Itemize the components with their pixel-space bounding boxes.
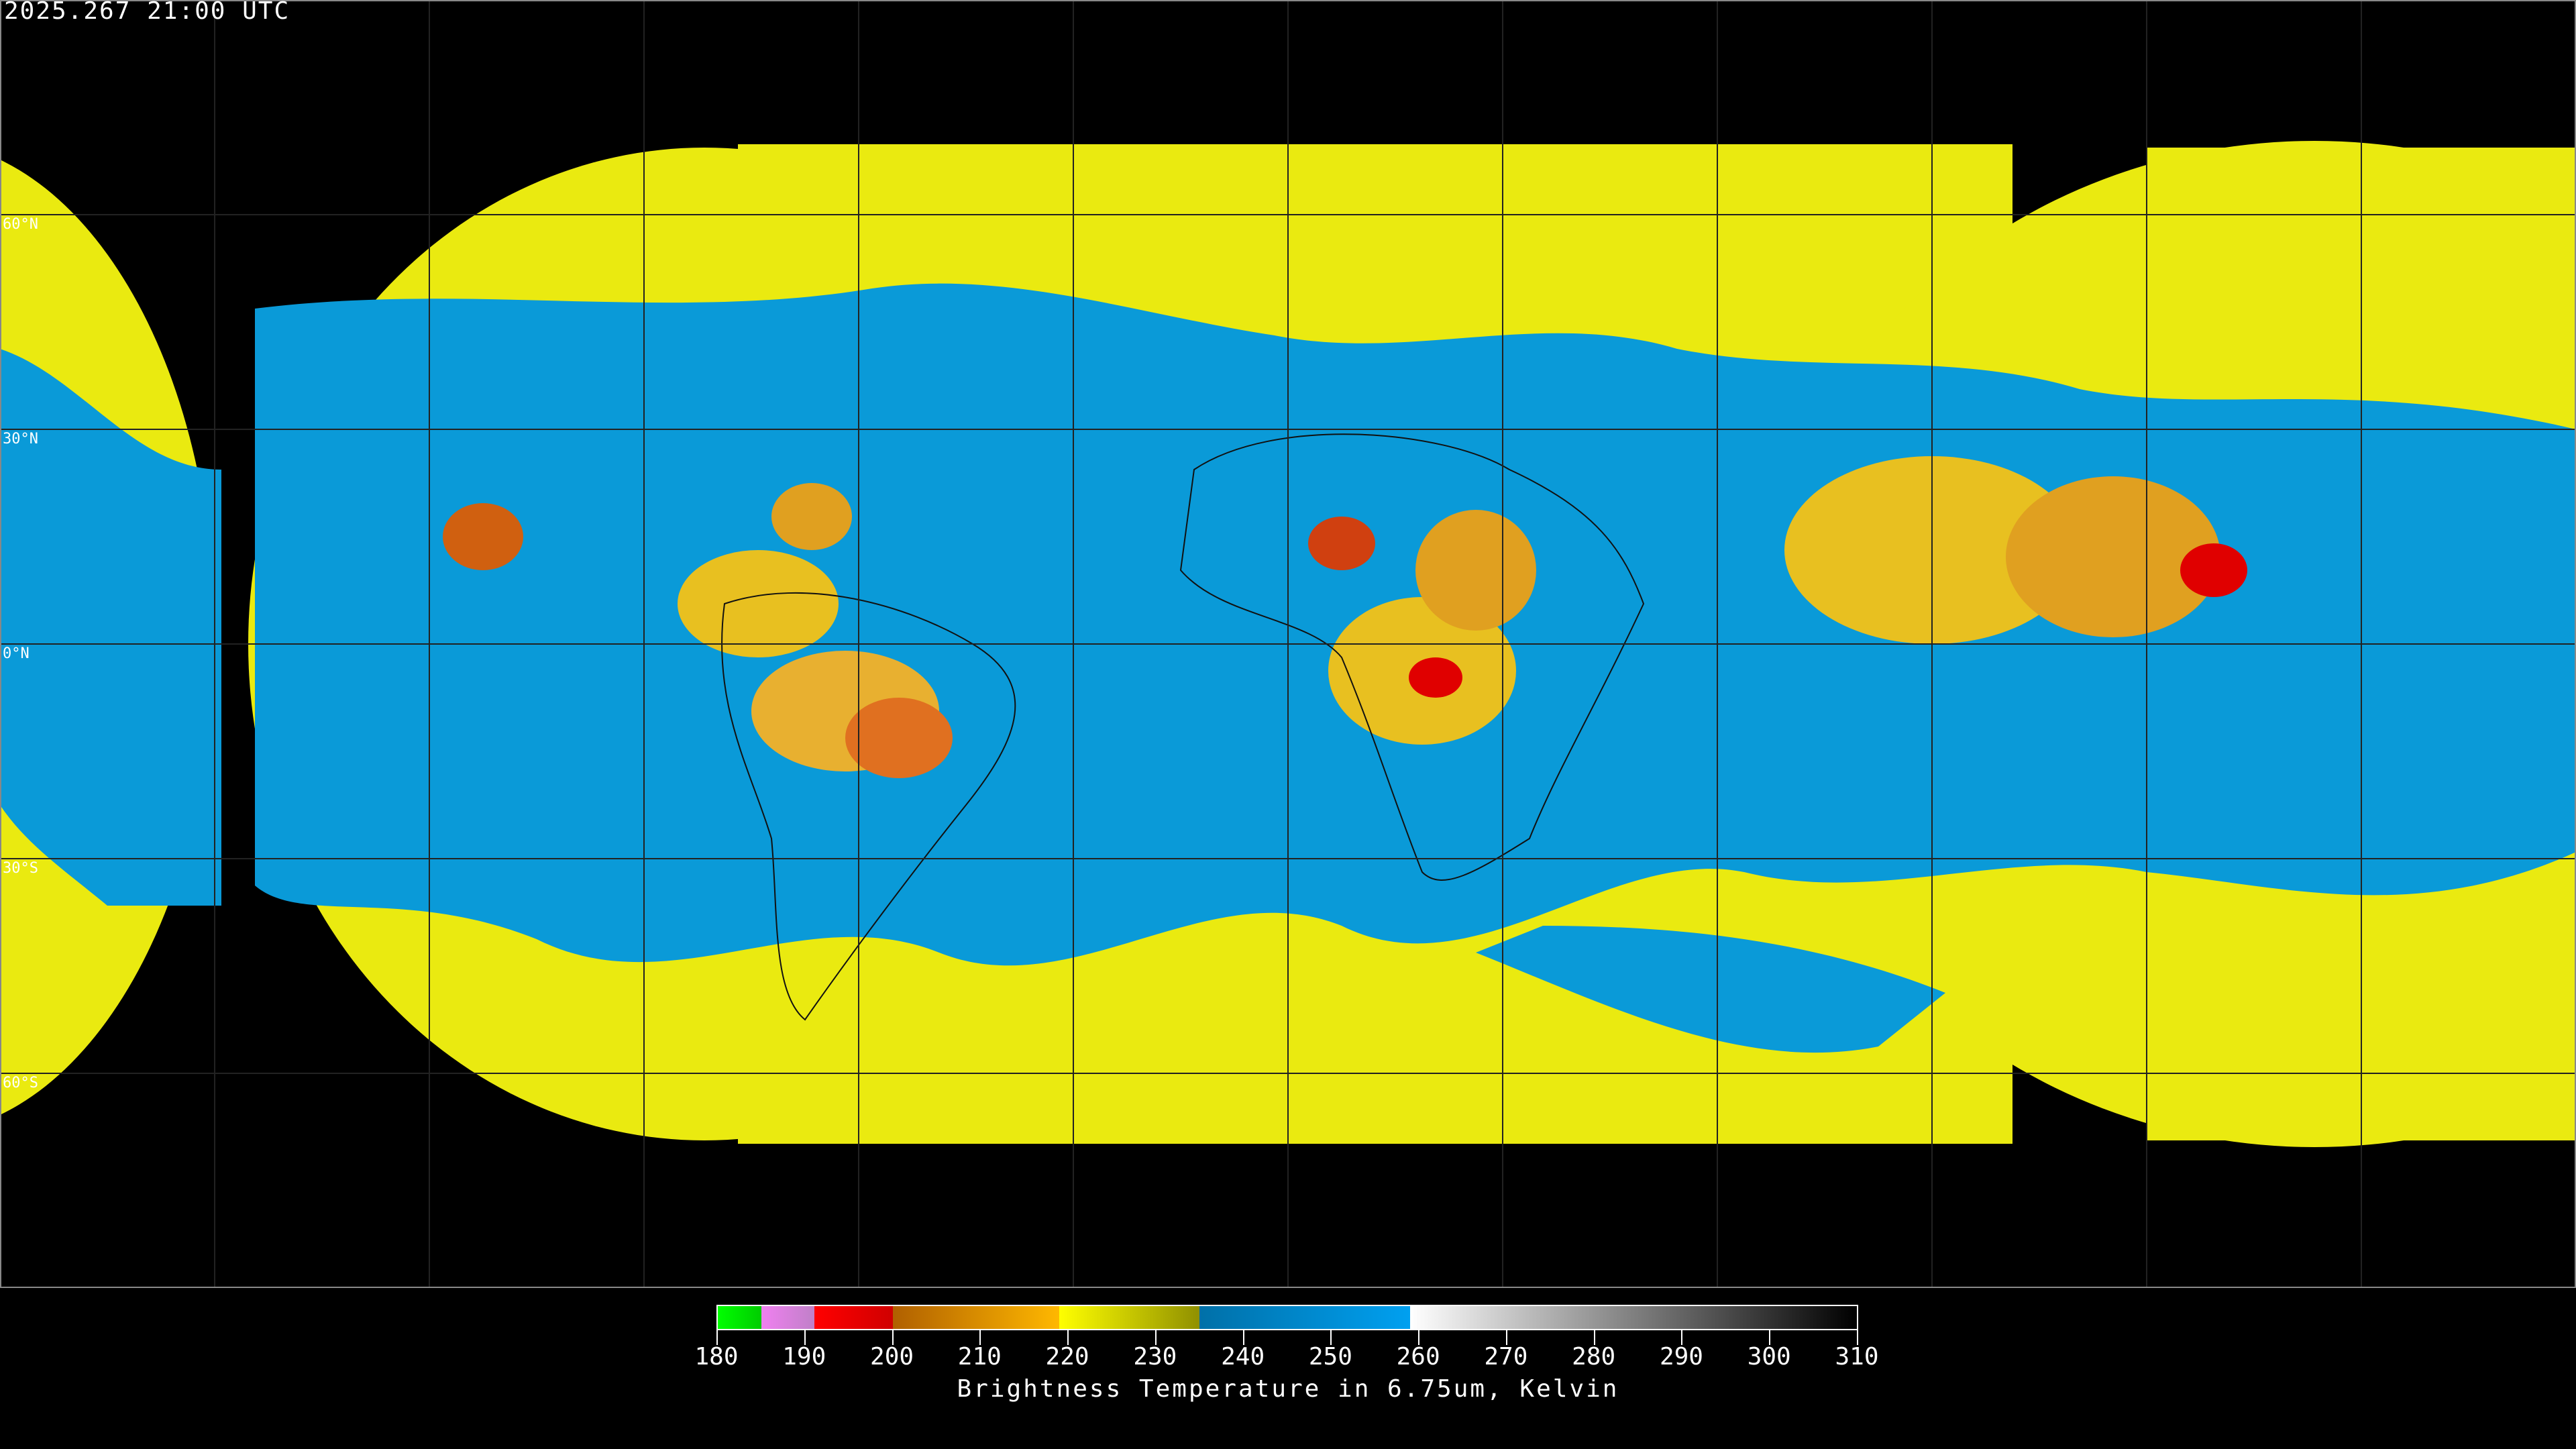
colorbar-tick xyxy=(1330,1330,1332,1345)
graticule xyxy=(0,0,2576,1288)
colorbar-tick-label: 200 xyxy=(870,1343,914,1371)
colorbar-tick xyxy=(1769,1330,1771,1345)
colorbar-tick xyxy=(892,1330,894,1345)
coastlines xyxy=(721,433,1645,1021)
colorbar-tick-label: 210 xyxy=(957,1343,1002,1371)
colorbar-tick-label: 280 xyxy=(1572,1343,1616,1371)
timestamp: 2025.267 21:00 UTC xyxy=(4,0,290,25)
colorbar-segment xyxy=(893,1306,1060,1329)
colorbar-tick xyxy=(1155,1330,1157,1345)
africa-coastline xyxy=(1179,433,1645,881)
colorbar-tick xyxy=(1593,1330,1595,1345)
colorbar-tick-label: 220 xyxy=(1045,1343,1089,1371)
satellite-map xyxy=(0,0,2576,1288)
colorbar-tick-label: 190 xyxy=(782,1343,826,1371)
lat-label-30n: 30°N xyxy=(3,431,38,447)
colorbar-tick-label: 260 xyxy=(1396,1343,1440,1371)
colorbar-segment xyxy=(761,1306,814,1329)
colorbar-tick-label: 310 xyxy=(1835,1343,1879,1371)
colorbar-tick-label: 300 xyxy=(1747,1343,1791,1371)
colorbar-tick-label: 230 xyxy=(1133,1343,1177,1371)
lat-label-30s: 30°S xyxy=(3,860,38,877)
colorbar-segment xyxy=(1409,1306,1857,1329)
colorbar-title: Brightness Temperature in 6.75um, Kelvin xyxy=(957,1375,1619,1403)
colorbar-segment xyxy=(814,1306,894,1329)
colorbar-tick-label: 180 xyxy=(694,1343,739,1371)
map-border xyxy=(0,0,2576,1288)
colorbar xyxy=(716,1305,1858,1330)
lat-label-60s: 60°S xyxy=(3,1075,38,1091)
lat-label-60n: 60°N xyxy=(3,216,38,233)
colorbar-tick-label: 240 xyxy=(1221,1343,1265,1371)
colorbar-tick xyxy=(1242,1330,1244,1345)
colorbar-segment xyxy=(1059,1306,1200,1329)
colorbar-tick xyxy=(1681,1330,1683,1345)
colorbar-tick xyxy=(1857,1330,1858,1345)
colorbar-tick xyxy=(716,1330,718,1345)
lat-label-0n: 0°N xyxy=(3,645,30,662)
colorbar-tick xyxy=(979,1330,981,1345)
colorbar-tick xyxy=(1418,1330,1420,1345)
colorbar-tick xyxy=(1067,1330,1069,1345)
colorbar-tick xyxy=(1505,1330,1507,1345)
south-america-coastline xyxy=(721,592,1016,1021)
colorbar-segment xyxy=(1199,1306,1410,1329)
colorbar-segment xyxy=(718,1306,762,1329)
colorbar-tick-label: 290 xyxy=(1659,1343,1703,1371)
colorbar-tick xyxy=(804,1330,806,1345)
colorbar-tick-label: 250 xyxy=(1308,1343,1352,1371)
colorbar-tick-label: 270 xyxy=(1484,1343,1528,1371)
